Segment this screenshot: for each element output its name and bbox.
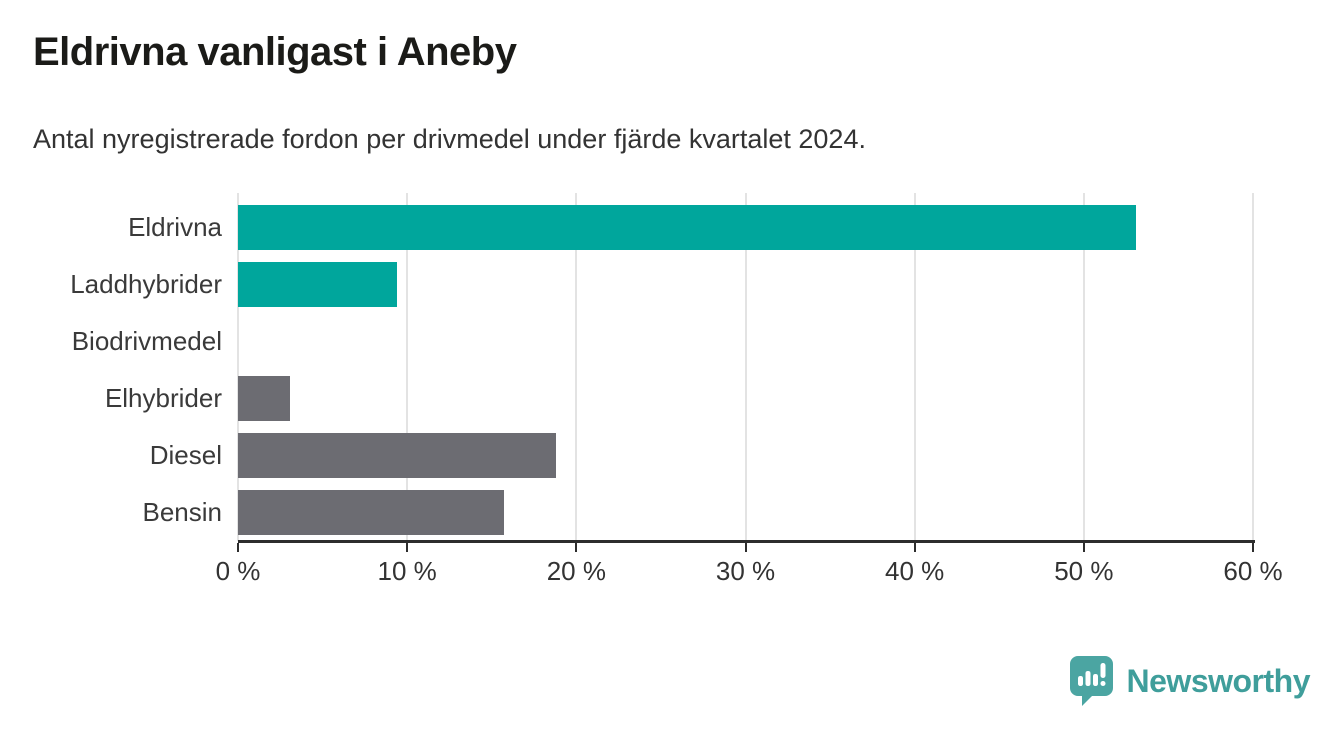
- gridline-60: [1252, 193, 1254, 541]
- category-label-eldrivna: Eldrivna: [128, 212, 222, 242]
- bar-laddhybrider: [238, 262, 398, 307]
- gridline-50: [1082, 193, 1085, 541]
- x-tick-label-30: 30 %: [715, 556, 776, 586]
- x-axis-tick: [575, 543, 578, 552]
- x-axis-tick: [744, 543, 747, 552]
- x-axis-tick: [237, 543, 239, 552]
- x-tick-label-10: 10 %: [377, 556, 437, 586]
- gridline-20: [575, 193, 578, 541]
- category-label-elhybrider: Elhybrider: [104, 383, 222, 413]
- category-label-diesel: Diesel: [149, 440, 222, 470]
- bar-row: [238, 313, 1253, 370]
- bar-row: [238, 484, 1253, 541]
- x-axis-line: [238, 540, 1255, 543]
- x-axis-tick: [1082, 543, 1085, 552]
- bar-row: [238, 199, 1253, 256]
- newsworthy-wordmark: Newsworthy: [1126, 662, 1311, 699]
- bar-eldrivna: [238, 205, 1137, 250]
- category-label-biodrivmedel: Biodrivmedel: [71, 326, 222, 356]
- bar-row: [238, 370, 1253, 427]
- x-tick-label-20: 20 %: [546, 556, 606, 586]
- page-title: Eldrivna vanligast i Aneby: [33, 30, 517, 74]
- gridline-0: [237, 193, 239, 541]
- newsworthy-logo: Newsworthy: [1069, 655, 1311, 707]
- bar-diesel: [238, 433, 557, 478]
- x-tick-label-0: 0 %: [215, 556, 261, 586]
- category-label-bensin: Bensin: [142, 497, 223, 527]
- newsworthy-bubble-chart-icon: [1069, 655, 1115, 707]
- gridline-10: [406, 193, 409, 541]
- x-tick-label-60: 60 %: [1223, 556, 1283, 586]
- x-tick-label-40: 40 %: [885, 556, 945, 586]
- category-axis-labels: Eldrivna Laddhybrider Biodrivmedel Elhybrid…: [0, 199, 222, 541]
- bar-row: [238, 256, 1253, 313]
- bar-row: [238, 427, 1253, 484]
- gridline-40: [913, 193, 916, 541]
- category-label-laddhybrider: Laddhybrider: [70, 269, 222, 299]
- x-axis-tick: [406, 543, 409, 552]
- bar-bensin: [238, 490, 504, 535]
- x-tick-label-50: 50 %: [1054, 556, 1114, 586]
- bar-elhybrider: [238, 376, 291, 421]
- gridline-30: [744, 193, 747, 541]
- chart-plot-area: [237, 193, 1254, 541]
- chart-subtitle: Antal nyregistrerade fordon per drivmede…: [33, 124, 866, 154]
- x-axis-tick: [913, 543, 916, 552]
- bar-series: [238, 199, 1253, 541]
- x-axis-tick: [1252, 543, 1254, 552]
